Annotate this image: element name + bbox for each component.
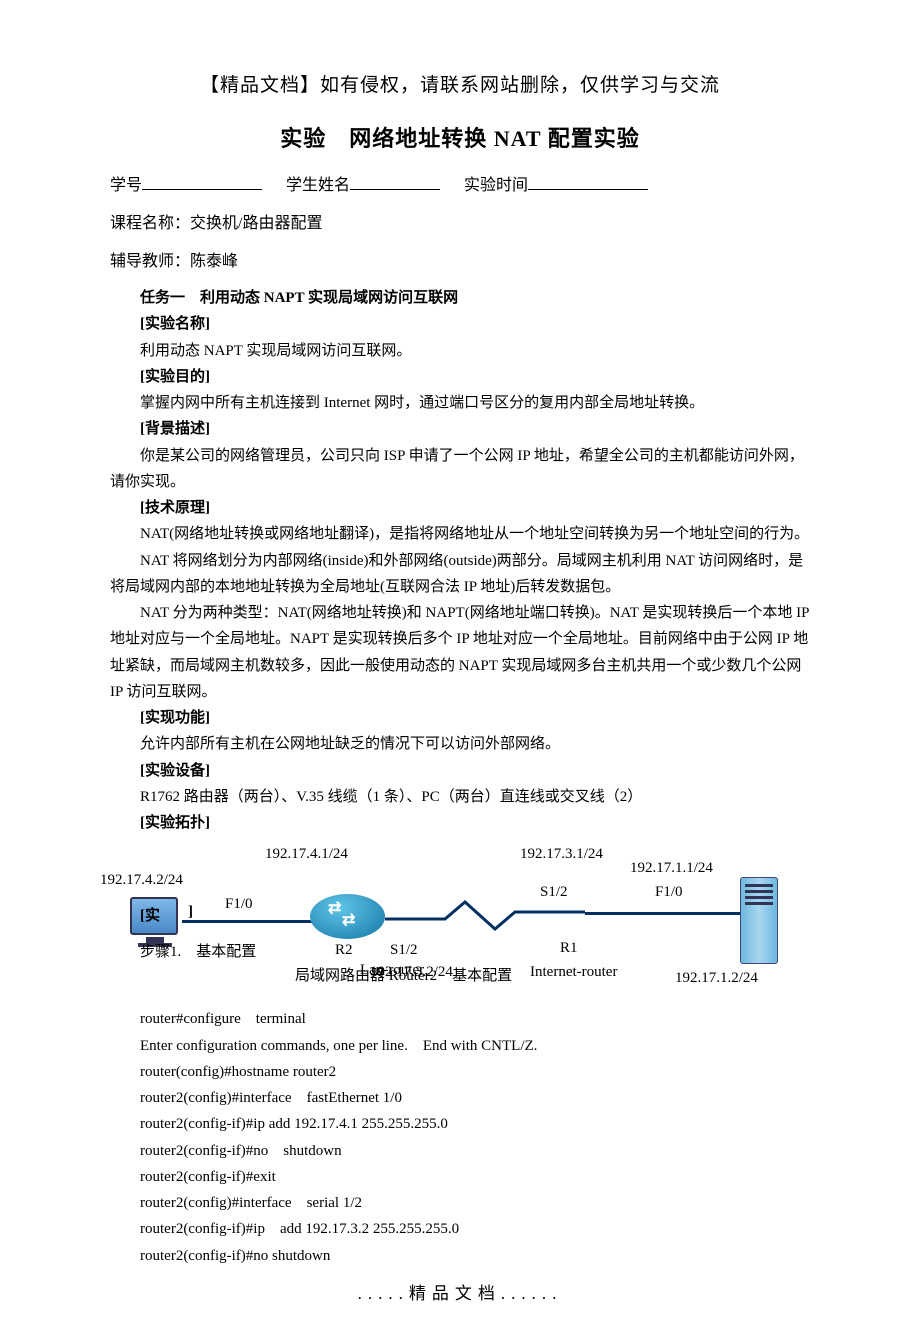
f10-right: F1/0 bbox=[655, 884, 683, 901]
student-id-blank bbox=[142, 173, 262, 190]
bg-label: [背景描述] bbox=[110, 416, 810, 442]
step-bracket-close: ] bbox=[188, 904, 193, 921]
cmd-line-0: router#configure terminal bbox=[110, 1006, 810, 1032]
bg-text: 你是某公司的网络管理员，公司只向 ISP 申请了一个公网 IP 地址，希望全公司… bbox=[110, 443, 810, 496]
tech-label: [技术原理] bbox=[110, 495, 810, 521]
func-text: 允许内部所有主机在公网地址缺乏的情况下可以访问外部网络。 bbox=[110, 731, 810, 757]
student-info-line: 学号 学生姓名 实验时间 bbox=[110, 171, 810, 195]
cmd-line-6: router2(config-if)#exit bbox=[110, 1164, 810, 1190]
exp-goal-text: 掌握内网中所有主机连接到 Internet 网时，通过端口号区分的复用内部全局地… bbox=[110, 390, 810, 416]
ip-pc: 192.17.4.2/24 bbox=[100, 872, 183, 889]
student-id-label: 学号 bbox=[110, 177, 142, 194]
dev-label: [实验设备] bbox=[110, 758, 810, 784]
s12-left: S1/2 bbox=[390, 942, 418, 959]
cmd-line-1: Enter configuration commands, one per li… bbox=[110, 1033, 810, 1059]
router-r2-icon bbox=[310, 894, 385, 939]
exp-time-blank bbox=[528, 173, 648, 190]
serial-link-icon bbox=[385, 897, 585, 937]
tech-p3: NAT 分为两种类型：NAT(网络地址转换)和 NAPT(网络地址端口转换)。N… bbox=[110, 600, 810, 705]
s12-right: S1/2 bbox=[540, 884, 568, 901]
cmd-line-5: router2(config-if)#no shutdown bbox=[110, 1138, 810, 1164]
teacher-name: 辅导教师：陈泰峰 bbox=[110, 247, 810, 271]
cmd-line-2: router(config)#hostname router2 bbox=[110, 1059, 810, 1085]
cmd-line-8: router2(config-if)#ip add 192.17.3.2 255… bbox=[110, 1216, 810, 1242]
cmd-line-3: router2(config)#interface fastEthernet 1… bbox=[110, 1085, 810, 1111]
ip-server: 192.17.1.2/24 bbox=[675, 970, 758, 987]
cmd-line-4: router2(config-if)#ip add 192.17.4.1 255… bbox=[110, 1111, 810, 1137]
student-name-label: 学生姓名 bbox=[286, 177, 350, 194]
cmd-line-9: router2(config-if)#no shutdown bbox=[110, 1243, 810, 1269]
exp-name-text: 利用动态 NAPT 实现局域网访问互联网。 bbox=[110, 338, 810, 364]
tech-p2: NAT 将网络划分为内部网络(inside)和外部网络(outside)两部分。… bbox=[110, 548, 810, 601]
page-footer: .....精品文档...... bbox=[110, 1279, 810, 1304]
r2-label: R2 bbox=[335, 942, 353, 959]
f10-left: F1/0 bbox=[225, 896, 253, 913]
ip-r1-s: 192.17.3.1/24 bbox=[520, 846, 603, 863]
course-name: 课程名称：交换机/路由器配置 bbox=[110, 209, 810, 233]
tech-p1: NAT(网络地址转换或网络地址翻译)，是指将网络地址从一个地址空间转换为另一个地… bbox=[110, 521, 810, 547]
step-label-fragment: [实 bbox=[140, 904, 160, 925]
ip-r2-f: 192.17.4.1/24 bbox=[265, 846, 348, 863]
dev-text: R1762 路由器（两台）、V.35 线缆（1 条）、PC（两台）直连线或交叉线… bbox=[110, 784, 810, 810]
task1-title: 任务一 利用动态 NAPT 实现局域网访问互联网 bbox=[110, 285, 810, 311]
step1-text: 步骤1. 基本配置 bbox=[140, 940, 256, 961]
internet-router-label: Internet-router bbox=[530, 964, 617, 981]
network-topology-diagram: 192.17.4.2/24 192.17.4.1/24 F1/0 R2 局域网路… bbox=[110, 842, 810, 1002]
func-label: [实现功能] bbox=[110, 705, 810, 731]
wire-r1-server bbox=[585, 912, 740, 915]
exp-goal-label: [实验目的] bbox=[110, 364, 810, 390]
page-title: 实验 网络地址转换 NAT 配置实验 bbox=[110, 121, 810, 153]
topo-label: [实验拓扑] bbox=[110, 810, 810, 836]
ip-r1-f: 192.17.1.1/24 bbox=[630, 860, 713, 877]
r1-label: R1 bbox=[560, 940, 578, 957]
lan-router-overlay: Lan-router bbox=[360, 962, 424, 979]
wire-pc-r2 bbox=[182, 920, 322, 923]
exp-name-label: [实验名称] bbox=[110, 311, 810, 337]
exp-time-label: 实验时间 bbox=[464, 177, 528, 194]
header-note: 【精品文档】如有侵权，请联系网站删除，仅供学习与交流 bbox=[110, 70, 810, 97]
student-name-blank bbox=[350, 173, 440, 190]
server-icon bbox=[740, 877, 778, 964]
cmd-line-7: router2(config)#interface serial 1/2 bbox=[110, 1190, 810, 1216]
